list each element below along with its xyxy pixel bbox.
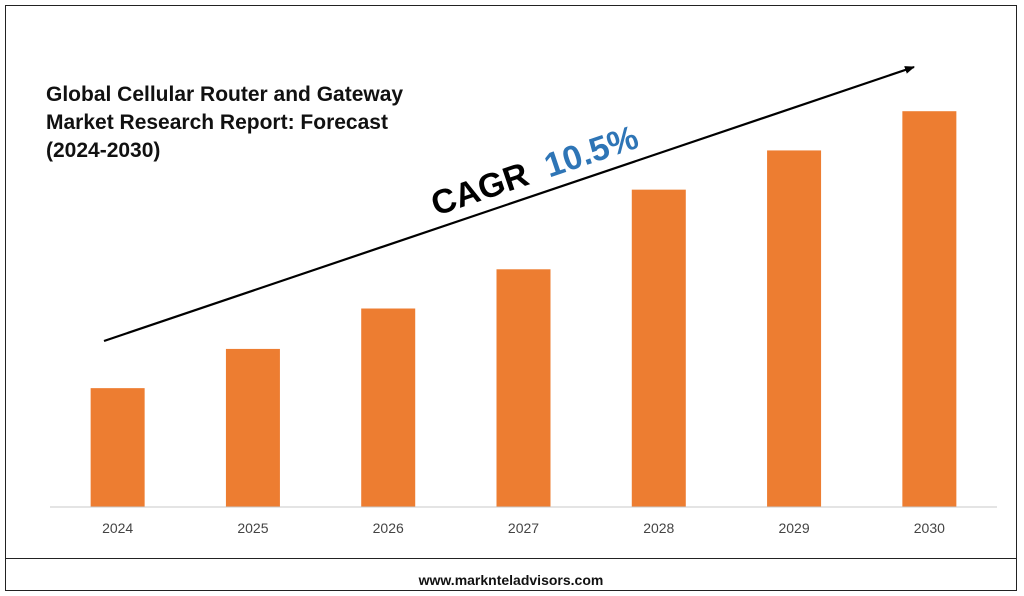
x-tick-label-2025: 2025 xyxy=(237,520,268,536)
bar-2029 xyxy=(767,150,822,507)
x-tick-label-2029: 2029 xyxy=(778,520,809,536)
x-tick-label-2028: 2028 xyxy=(643,520,674,536)
bar-2028 xyxy=(631,189,686,507)
bar-2027 xyxy=(496,269,551,507)
x-tick-label-2027: 2027 xyxy=(508,520,539,536)
bar-2025 xyxy=(225,348,280,507)
cagr-annotation: CAGR 10.5% xyxy=(426,118,643,223)
chart-title: Global Cellular Router and Gateway Marke… xyxy=(46,81,466,165)
chart-title-line-2: Market Research Report: Forecast xyxy=(46,111,388,134)
x-tick-label-2024: 2024 xyxy=(102,520,133,536)
footer-divider xyxy=(6,558,1016,559)
chart-title-line-3: (2024-2030) xyxy=(46,139,161,162)
bar-2026 xyxy=(361,308,416,507)
x-tick-label-2026: 2026 xyxy=(373,520,404,536)
x-tick-label-2030: 2030 xyxy=(914,520,945,536)
footer-url: www.marknteladvisors.com xyxy=(418,572,604,588)
bar-2030 xyxy=(902,111,957,507)
chart-title-line-1: Global Cellular Router and Gateway xyxy=(46,83,404,106)
trend-arrow xyxy=(103,65,915,343)
bar-2024 xyxy=(90,388,145,507)
